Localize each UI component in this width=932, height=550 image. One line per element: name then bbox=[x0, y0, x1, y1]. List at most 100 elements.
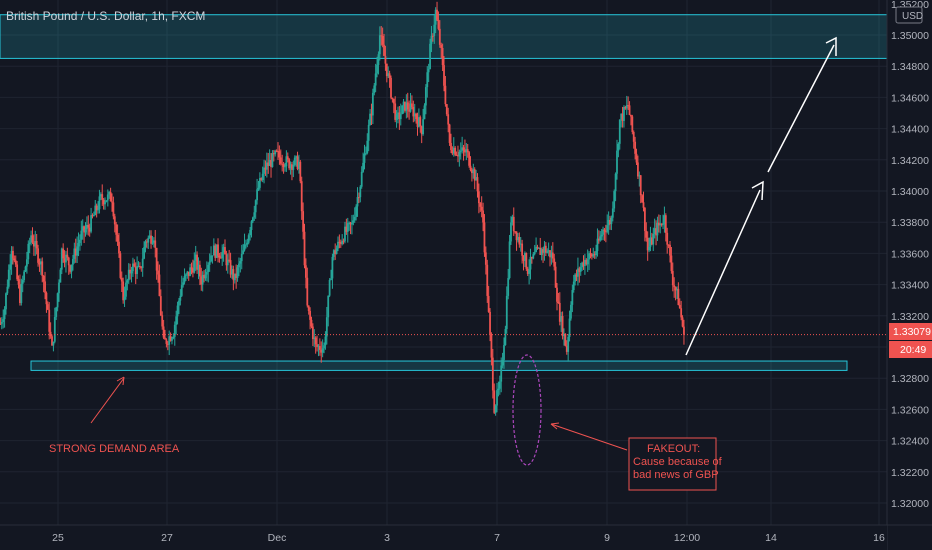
fakeout-box bbox=[628, 437, 717, 491]
candle-body bbox=[211, 255, 214, 257]
candle bbox=[208, 253, 211, 272]
candle-body bbox=[0, 323, 2, 325]
candle bbox=[334, 243, 337, 260]
candle bbox=[309, 307, 311, 330]
candle bbox=[424, 84, 427, 115]
demand-arrowhead bbox=[116, 376, 125, 386]
candle-body bbox=[307, 305, 310, 311]
candle-body bbox=[392, 98, 395, 104]
candle bbox=[422, 108, 424, 136]
candle-body bbox=[49, 331, 52, 337]
fakeout-label-line: Cause because of bbox=[633, 456, 723, 468]
candle bbox=[533, 244, 536, 256]
candle bbox=[180, 275, 183, 298]
candle-body bbox=[364, 153, 367, 155]
candle bbox=[592, 247, 595, 258]
candle-body bbox=[201, 274, 204, 285]
candle-body bbox=[99, 194, 102, 197]
candle-body bbox=[10, 250, 13, 265]
candle-body bbox=[494, 405, 497, 413]
candle bbox=[125, 274, 127, 300]
candle-body bbox=[535, 246, 537, 253]
candle bbox=[344, 221, 346, 244]
candle bbox=[215, 244, 218, 259]
candle bbox=[229, 252, 232, 278]
candle bbox=[289, 161, 292, 175]
candle-body bbox=[253, 212, 256, 218]
candle-body bbox=[529, 256, 532, 270]
candle bbox=[81, 219, 84, 240]
candle bbox=[190, 262, 193, 275]
candle bbox=[522, 255, 525, 271]
candle bbox=[593, 251, 596, 259]
candle bbox=[356, 187, 359, 217]
candle-body bbox=[586, 259, 589, 265]
candle-body bbox=[524, 253, 526, 261]
candle-body bbox=[306, 277, 309, 306]
time-axis bbox=[0, 525, 887, 550]
candle-body bbox=[600, 234, 603, 237]
candle-body bbox=[627, 105, 630, 107]
candle bbox=[409, 93, 412, 113]
candle-body bbox=[279, 157, 282, 164]
candle-body bbox=[271, 153, 274, 168]
candle-body bbox=[458, 151, 461, 157]
candle-body bbox=[288, 159, 291, 169]
candle bbox=[632, 130, 635, 149]
candle bbox=[99, 192, 102, 201]
candle-body bbox=[490, 334, 493, 358]
candle bbox=[119, 251, 122, 280]
candle-body bbox=[126, 280, 129, 283]
candle bbox=[457, 145, 459, 163]
candle bbox=[505, 286, 508, 334]
candle-body bbox=[44, 281, 46, 293]
candle bbox=[385, 63, 388, 83]
candle-body bbox=[2, 319, 5, 322]
y-tick-label: 1.32400 bbox=[891, 436, 929, 448]
candle bbox=[642, 191, 645, 212]
candle bbox=[416, 112, 419, 136]
candle-body bbox=[662, 224, 664, 226]
candle bbox=[300, 176, 303, 220]
candle bbox=[648, 237, 650, 253]
candle-body bbox=[525, 253, 528, 269]
candle-body bbox=[517, 237, 519, 241]
candle bbox=[28, 237, 31, 254]
candle bbox=[16, 260, 19, 281]
candle bbox=[370, 103, 373, 125]
candle-body bbox=[74, 248, 77, 256]
candle bbox=[462, 144, 465, 161]
candle-body bbox=[125, 282, 127, 297]
candle bbox=[62, 243, 65, 263]
candle-body bbox=[94, 205, 97, 215]
x-tick-label: 14 bbox=[765, 532, 777, 544]
candle-body bbox=[346, 223, 349, 232]
candle-body bbox=[632, 132, 635, 142]
candle-body bbox=[567, 336, 570, 352]
candle-body bbox=[540, 249, 543, 255]
candle bbox=[331, 253, 334, 289]
candle bbox=[111, 193, 113, 212]
candle bbox=[185, 273, 187, 281]
candle-body bbox=[482, 210, 484, 223]
candle bbox=[42, 274, 45, 293]
candle-body bbox=[681, 317, 684, 327]
candle-body bbox=[46, 304, 49, 310]
candle bbox=[468, 150, 471, 168]
candle bbox=[116, 224, 119, 246]
candle-body bbox=[370, 113, 373, 116]
countdown-tag-label: 20:49 bbox=[900, 344, 926, 356]
candle-body bbox=[194, 254, 197, 261]
candle-body bbox=[657, 222, 660, 226]
candle-body bbox=[316, 344, 318, 347]
candle-body bbox=[34, 240, 37, 247]
candle bbox=[56, 292, 59, 312]
candle-body bbox=[560, 316, 563, 322]
candle bbox=[491, 348, 494, 399]
candle bbox=[299, 159, 302, 184]
candle-body bbox=[486, 264, 489, 296]
candle-body bbox=[112, 202, 115, 217]
candle-body bbox=[427, 69, 430, 73]
candle bbox=[464, 139, 466, 157]
